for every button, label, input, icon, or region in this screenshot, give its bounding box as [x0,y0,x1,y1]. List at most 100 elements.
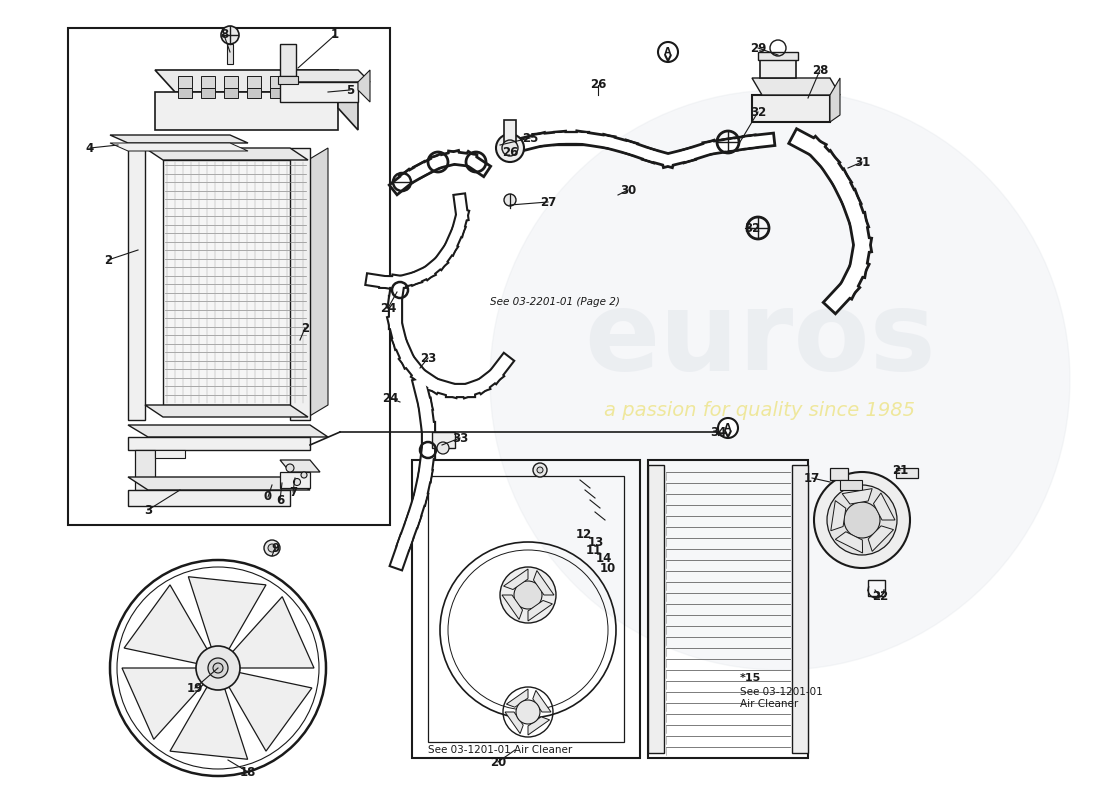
Polygon shape [224,76,238,88]
Text: 5: 5 [345,83,354,97]
Circle shape [658,42,678,62]
Polygon shape [270,88,284,98]
Text: See 03-1201-01 Air Cleaner: See 03-1201-01 Air Cleaner [428,745,572,755]
Polygon shape [758,52,798,60]
Polygon shape [270,76,284,88]
Text: 34: 34 [710,426,726,438]
Polygon shape [338,70,358,130]
Polygon shape [648,465,664,753]
Polygon shape [178,76,192,88]
Circle shape [500,567,556,623]
Polygon shape [278,76,298,84]
Text: euros: euros [584,286,936,394]
Text: 27: 27 [540,195,557,209]
Text: *15: *15 [740,673,761,683]
Polygon shape [188,577,266,649]
Text: 3: 3 [144,503,152,517]
Polygon shape [502,595,522,619]
Text: 2: 2 [301,322,309,334]
Polygon shape [534,570,554,595]
Polygon shape [201,88,214,98]
Polygon shape [896,468,918,478]
Polygon shape [528,717,550,735]
Polygon shape [308,148,328,417]
Text: 9: 9 [271,542,279,554]
Circle shape [221,26,239,44]
Text: 11: 11 [586,543,602,557]
Polygon shape [792,465,808,753]
Circle shape [514,581,542,609]
Text: 28: 28 [812,63,828,77]
Text: 13: 13 [587,537,604,550]
Circle shape [496,134,524,162]
Text: 4: 4 [86,142,95,154]
Text: 22: 22 [872,590,888,602]
Polygon shape [316,76,330,88]
Polygon shape [280,82,358,102]
Polygon shape [110,143,248,151]
Polygon shape [504,120,516,148]
Polygon shape [233,597,314,668]
Polygon shape [432,432,455,448]
Polygon shape [358,70,370,102]
Text: A: A [664,47,672,57]
Polygon shape [873,493,895,520]
Polygon shape [752,95,830,122]
Text: 0: 0 [264,490,272,503]
Polygon shape [868,526,893,551]
Polygon shape [760,60,796,78]
Polygon shape [830,468,848,480]
Text: 17: 17 [804,471,821,485]
Polygon shape [145,148,308,160]
Circle shape [718,418,738,438]
Polygon shape [840,480,862,490]
Text: 25: 25 [521,131,538,145]
Text: 26: 26 [590,78,606,91]
Text: 1: 1 [331,29,339,42]
Circle shape [490,90,1070,670]
Polygon shape [830,78,840,122]
Polygon shape [532,690,551,712]
Circle shape [268,544,276,552]
Circle shape [437,442,449,454]
Text: 20: 20 [490,755,506,769]
Text: 10: 10 [600,562,616,574]
Polygon shape [224,88,238,98]
Polygon shape [835,532,862,553]
Polygon shape [155,450,185,458]
Polygon shape [135,450,155,490]
Circle shape [516,700,540,724]
Polygon shape [124,585,207,663]
Polygon shape [128,148,145,420]
Polygon shape [280,460,320,472]
Circle shape [814,472,910,568]
Polygon shape [505,712,524,734]
Polygon shape [155,92,338,130]
Text: 21: 21 [892,463,909,477]
Circle shape [844,502,880,538]
Text: 18: 18 [240,766,256,778]
Text: 33: 33 [452,431,469,445]
Circle shape [213,663,223,673]
Polygon shape [122,668,204,739]
Text: See 03-1201-01: See 03-1201-01 [740,687,823,697]
Text: A: A [724,423,732,433]
Polygon shape [163,160,308,405]
Circle shape [827,485,896,555]
Circle shape [286,464,294,472]
Text: 29: 29 [750,42,767,54]
Text: 2: 2 [103,254,112,266]
Text: a passion for quality since 1985: a passion for quality since 1985 [605,401,915,419]
Polygon shape [290,148,310,420]
Circle shape [502,140,518,156]
Circle shape [504,194,516,206]
Circle shape [264,540,280,556]
Polygon shape [170,687,248,759]
Polygon shape [145,405,308,417]
Polygon shape [227,44,233,64]
Polygon shape [293,88,307,98]
Polygon shape [280,70,370,82]
Text: 23: 23 [420,351,436,365]
Polygon shape [293,76,307,88]
Text: 14: 14 [596,551,613,565]
